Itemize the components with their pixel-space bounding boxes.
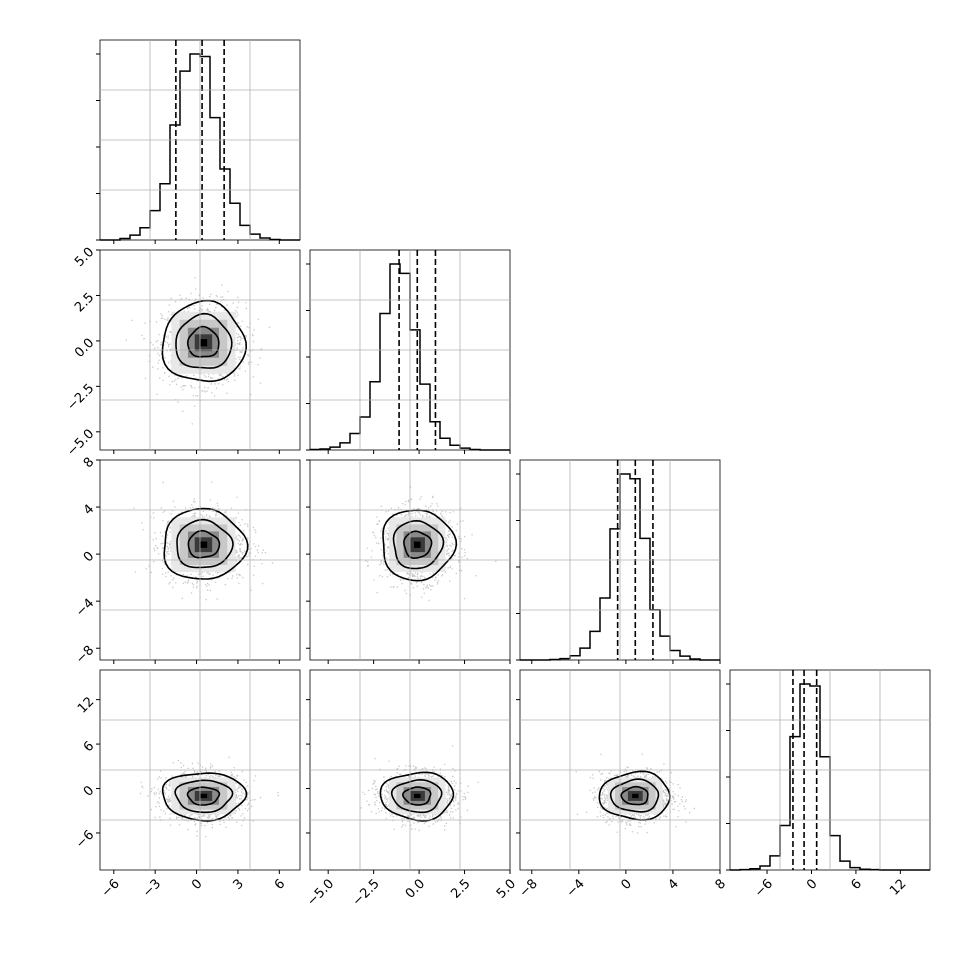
y-tick-label: 0 [81, 549, 97, 565]
contour-line [163, 507, 249, 580]
density-panel-2-0 [99, 459, 301, 661]
grid-lines [310, 250, 510, 450]
grid-lines [100, 460, 300, 660]
panel-content [360, 745, 479, 832]
contour-line [390, 778, 443, 814]
contour-line [161, 299, 248, 383]
density-block [199, 339, 208, 347]
x-tick-label: 5.0 [494, 876, 519, 901]
x-tick-label: 0.0 [403, 876, 428, 901]
contour-line [175, 312, 233, 369]
contour-line [403, 530, 433, 560]
contour-line [379, 771, 455, 822]
x-tick-label: 6 [849, 876, 865, 892]
density-block [199, 541, 208, 548]
y-tick-label: 4 [81, 502, 97, 518]
grid-lines [100, 40, 300, 240]
density-block [414, 541, 421, 548]
y-tick-label: −5.0 [64, 427, 97, 460]
grid-lines [520, 670, 720, 870]
y-tick-label: −4 [73, 596, 97, 620]
x-tick-label: −3 [140, 876, 164, 900]
contour-line [161, 772, 248, 822]
x-tick-label: 2.5 [448, 876, 473, 901]
x-tick-label: 0 [804, 876, 820, 892]
panel-content [365, 486, 497, 602]
x-tick-label: −6 [752, 876, 776, 900]
x-tick-label: 0 [189, 876, 205, 892]
grid-lines [100, 250, 300, 450]
grid-lines [310, 460, 510, 660]
contour-line [186, 325, 220, 358]
x-tick-label: −6 [99, 876, 123, 900]
contour-line [186, 786, 221, 806]
x-tick-label: 3 [231, 876, 247, 892]
contour-line [620, 785, 649, 806]
grid-lines [310, 670, 510, 870]
grid-lines [730, 670, 930, 870]
density-block [199, 793, 208, 799]
contour-line [401, 786, 432, 806]
y-tick-label: 0 [81, 783, 97, 799]
x-tick-label: 0 [618, 876, 634, 892]
x-tick-label: −2.5 [350, 876, 383, 909]
density-block [632, 793, 639, 799]
contour-line [392, 519, 445, 570]
contour-line [174, 779, 234, 814]
grid-lines [520, 460, 720, 660]
x-tick-label: 6 [272, 876, 288, 892]
density-block [414, 793, 421, 799]
panel-content [125, 277, 271, 425]
x-tick-label: −4 [564, 876, 588, 900]
x-tick-label: 4 [666, 876, 682, 892]
y-tick-label: −8 [73, 643, 97, 667]
y-tick-label: 6 [81, 739, 97, 755]
contour-line [382, 509, 458, 582]
y-tick-label: 8 [81, 455, 97, 471]
y-tick-label: −6 [73, 828, 97, 852]
x-tick-label: 12 [887, 876, 909, 898]
grid-lines [100, 670, 300, 870]
y-tick-label: 0.0 [72, 336, 97, 361]
histogram-step [310, 263, 510, 451]
density-panel-1-0 [99, 249, 301, 451]
contour-line [176, 518, 234, 569]
y-tick-label: 5.0 [72, 245, 97, 270]
x-tick-label: −5.0 [304, 876, 337, 909]
panel-content [139, 756, 279, 838]
y-tick-label: −2.5 [64, 381, 97, 414]
density-panel-3-1 [309, 669, 511, 871]
contour-line [187, 529, 221, 559]
contour-line [598, 770, 671, 821]
y-tick-label: 2.5 [72, 290, 97, 315]
x-tick-label: −8 [517, 876, 541, 900]
y-tick-label: 12 [75, 694, 97, 716]
panel-content [133, 481, 274, 601]
contour-line [609, 778, 660, 813]
panel-content [575, 753, 695, 834]
x-tick-label: 8 [713, 876, 729, 892]
